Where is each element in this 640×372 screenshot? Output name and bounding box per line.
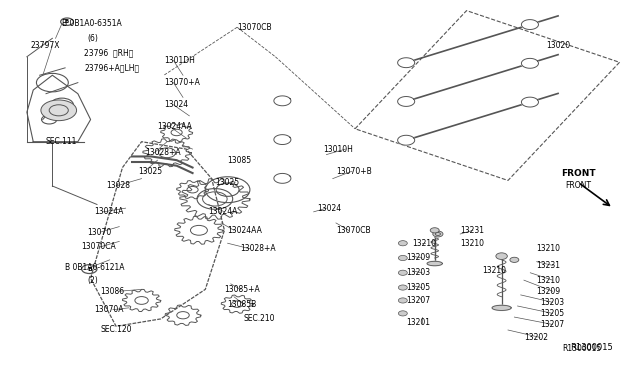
Text: B: B xyxy=(87,267,92,272)
Text: 13203: 13203 xyxy=(406,268,430,277)
Polygon shape xyxy=(274,173,291,183)
Polygon shape xyxy=(427,261,442,266)
Text: B 0B1A0-6351A: B 0B1A0-6351A xyxy=(62,19,122,28)
Polygon shape xyxy=(397,96,415,106)
Circle shape xyxy=(433,231,443,237)
Text: 13070+B: 13070+B xyxy=(336,167,372,176)
Polygon shape xyxy=(492,305,511,310)
Polygon shape xyxy=(274,96,291,106)
Text: (6): (6) xyxy=(88,34,99,43)
Text: SEC.120: SEC.120 xyxy=(100,326,132,334)
Text: R1300015: R1300015 xyxy=(570,343,613,352)
Text: 13210: 13210 xyxy=(537,244,561,253)
Text: 13231: 13231 xyxy=(460,226,484,235)
Text: 13070+A: 13070+A xyxy=(164,78,200,87)
Text: SEC.210: SEC.210 xyxy=(244,314,275,323)
Circle shape xyxy=(398,285,407,290)
Text: 13070CB: 13070CB xyxy=(336,226,371,235)
Circle shape xyxy=(496,253,508,260)
Text: 13085B: 13085B xyxy=(228,300,257,309)
Text: 13070A: 13070A xyxy=(94,305,124,314)
Text: B: B xyxy=(65,19,69,24)
Text: 13210: 13210 xyxy=(412,239,436,248)
Circle shape xyxy=(398,298,407,303)
Text: 13024A: 13024A xyxy=(94,207,123,217)
Circle shape xyxy=(398,311,407,316)
Text: 13209: 13209 xyxy=(537,287,561,296)
Text: 23796+A〈LH〉: 23796+A〈LH〉 xyxy=(84,63,140,72)
Text: 23797X: 23797X xyxy=(30,41,60,50)
Text: 1301DH: 1301DH xyxy=(164,56,195,65)
Text: 13085: 13085 xyxy=(228,155,252,165)
Circle shape xyxy=(41,100,77,121)
Circle shape xyxy=(430,228,439,233)
Text: FRONT: FRONT xyxy=(561,169,595,177)
Text: 13070CB: 13070CB xyxy=(237,23,272,32)
Text: 13201: 13201 xyxy=(406,318,430,327)
Text: 13070: 13070 xyxy=(88,228,111,237)
Text: 13025: 13025 xyxy=(215,178,239,187)
Text: 13086: 13086 xyxy=(100,287,124,296)
Text: 13210: 13210 xyxy=(483,266,506,275)
Text: 13028+A: 13028+A xyxy=(241,244,276,253)
Text: 13210: 13210 xyxy=(460,239,484,248)
Text: 13025: 13025 xyxy=(138,167,163,176)
Text: 23796  〈RH〉: 23796 〈RH〉 xyxy=(84,49,134,58)
Text: 13070CA: 13070CA xyxy=(81,243,116,251)
Text: R1300015: R1300015 xyxy=(562,344,602,353)
Text: 13028+A: 13028+A xyxy=(145,148,180,157)
Text: 13202: 13202 xyxy=(524,333,548,342)
Circle shape xyxy=(398,270,407,275)
Text: 13205: 13205 xyxy=(406,283,430,292)
Text: 13024AA: 13024AA xyxy=(157,122,193,131)
Text: 13209: 13209 xyxy=(406,253,430,263)
Text: 13024: 13024 xyxy=(317,203,341,213)
Polygon shape xyxy=(522,20,538,29)
Text: 13028: 13028 xyxy=(106,182,131,190)
Polygon shape xyxy=(397,135,415,145)
Text: 13085+A: 13085+A xyxy=(225,285,260,294)
Text: 13207: 13207 xyxy=(540,320,564,329)
Text: 13024A: 13024A xyxy=(209,207,238,217)
Text: 13024AA: 13024AA xyxy=(228,226,262,235)
Text: 13203: 13203 xyxy=(540,298,564,307)
Circle shape xyxy=(398,256,407,260)
Text: (2): (2) xyxy=(88,276,98,285)
Text: B 0B1A0-6121A: B 0B1A0-6121A xyxy=(65,263,125,272)
Polygon shape xyxy=(274,135,291,145)
Text: 13207: 13207 xyxy=(406,296,430,305)
Circle shape xyxy=(398,241,407,246)
Polygon shape xyxy=(522,97,538,107)
Polygon shape xyxy=(397,58,415,68)
Text: 13024: 13024 xyxy=(164,100,188,109)
Text: FRONT: FRONT xyxy=(565,182,591,190)
Circle shape xyxy=(510,257,519,262)
Text: 13231: 13231 xyxy=(537,261,561,270)
Polygon shape xyxy=(522,58,538,68)
Text: 13020: 13020 xyxy=(546,41,570,50)
Text: SEC.111: SEC.111 xyxy=(46,137,77,146)
Text: 13010H: 13010H xyxy=(323,145,353,154)
Text: 13205: 13205 xyxy=(540,309,564,318)
Text: 13210: 13210 xyxy=(537,276,561,285)
